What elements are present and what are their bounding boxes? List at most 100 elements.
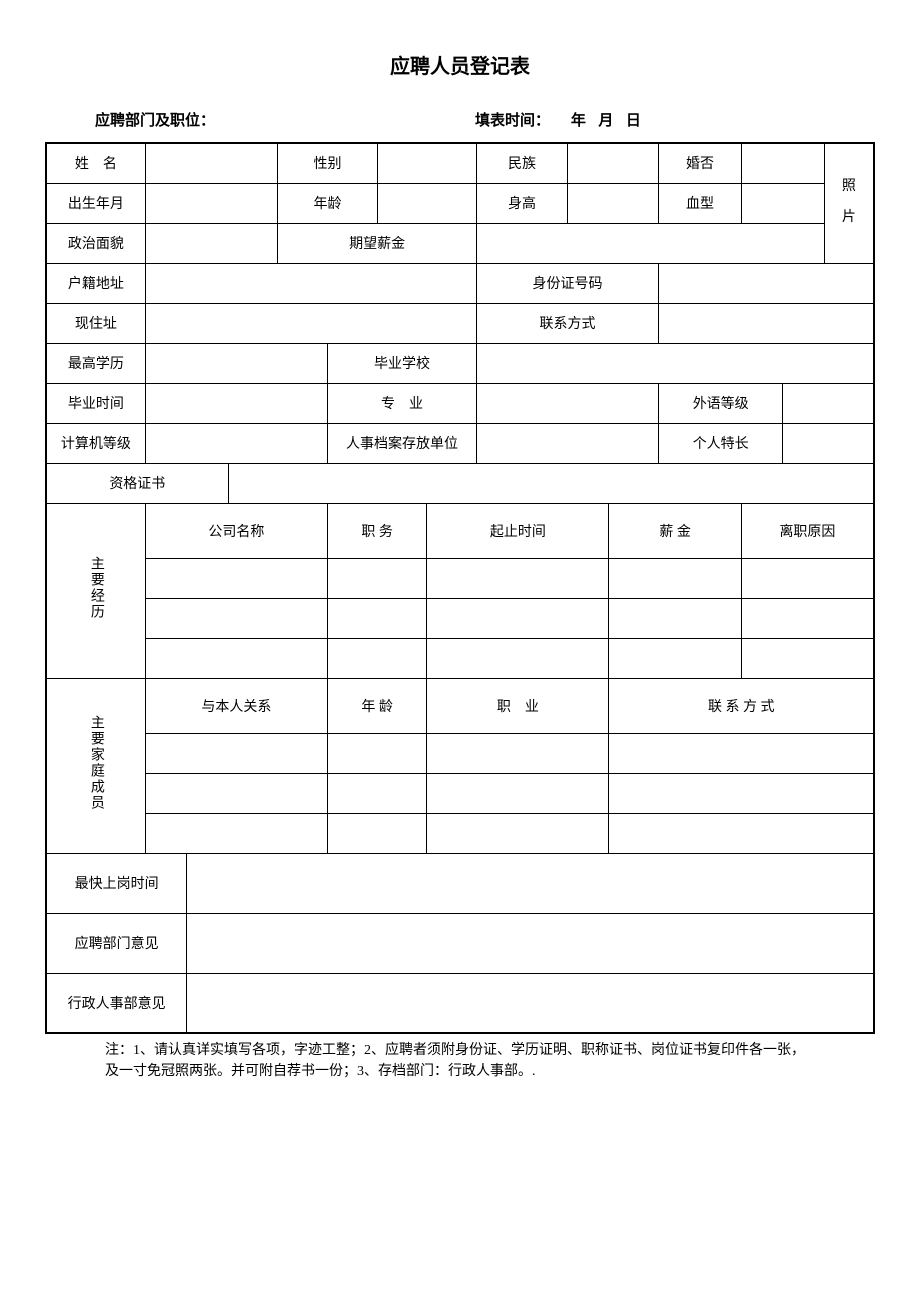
label-grad-school: 毕业学校 (327, 343, 476, 383)
label-exp-period: 起止时间 (427, 503, 609, 558)
exp-row2-period[interactable] (427, 598, 609, 638)
field-gender[interactable] (377, 143, 476, 183)
fam-row2-relation[interactable] (145, 773, 327, 813)
label-grad-time: 毕业时间 (46, 383, 145, 423)
field-contact[interactable] (659, 303, 874, 343)
field-id-number[interactable] (659, 263, 874, 303)
exp-row3-salary[interactable] (609, 638, 741, 678)
label-current-addr: 现住址 (46, 303, 145, 343)
field-birthdate[interactable] (145, 183, 277, 223)
label-ethnicity: 民族 (476, 143, 567, 183)
field-computer-level[interactable] (145, 423, 327, 463)
fam-row1-age[interactable] (327, 733, 426, 773)
field-blood[interactable] (741, 183, 824, 223)
fam-row1-contact[interactable] (609, 733, 874, 773)
field-age[interactable] (377, 183, 476, 223)
exp-row3-position[interactable] (327, 638, 426, 678)
exp-row1-period[interactable] (427, 558, 609, 598)
exp-row2-salary[interactable] (609, 598, 741, 638)
label-expected-salary: 期望薪金 (278, 223, 477, 263)
label-age: 年龄 (278, 183, 377, 223)
label-experience: 主要经历 (46, 503, 145, 678)
label-personal-skill: 个人特长 (659, 423, 783, 463)
label-gender: 性别 (278, 143, 377, 183)
exp-row1-company[interactable] (145, 558, 327, 598)
label-certificates: 资格证书 (46, 463, 228, 503)
label-fam-age: 年 龄 (327, 678, 426, 733)
field-archive-unit[interactable] (476, 423, 658, 463)
label-dept-opinion: 应聘部门意见 (46, 913, 187, 973)
fam-row2-contact[interactable] (609, 773, 874, 813)
exp-row1-reason[interactable] (741, 558, 874, 598)
footer-note: 注：1、请认真详实填写各项，字迹工整；2、应聘者须附身份证、学历证明、职称证书、… (45, 1040, 875, 1082)
field-grad-school[interactable] (476, 343, 874, 383)
exp-row2-position[interactable] (327, 598, 426, 638)
label-height: 身高 (476, 183, 567, 223)
label-id-number: 身份证号码 (476, 263, 658, 303)
field-ethnicity[interactable] (568, 143, 659, 183)
label-fam-contact: 联 系 方 式 (609, 678, 874, 733)
label-fam-relation: 与本人关系 (145, 678, 327, 733)
exp-row2-reason[interactable] (741, 598, 874, 638)
label-fam-job: 职 业 (427, 678, 609, 733)
exp-row1-salary[interactable] (609, 558, 741, 598)
label-exp-salary: 薪 金 (609, 503, 741, 558)
fam-row1-job[interactable] (427, 733, 609, 773)
date-month: 月 (598, 112, 613, 129)
fam-row3-contact[interactable] (609, 813, 874, 853)
label-huji: 户籍地址 (46, 263, 145, 303)
header-row: 应聘部门及职位： 填表时间： 年 月 日 (45, 109, 875, 130)
label-lang-level: 外语等级 (659, 383, 783, 423)
fam-row2-job[interactable] (427, 773, 609, 813)
field-name[interactable] (145, 143, 277, 183)
label-birthdate: 出生年月 (46, 183, 145, 223)
photo-text-2: 片 (842, 210, 856, 225)
family-text: 主要家庭成员 (86, 715, 106, 811)
exp-row3-company[interactable] (145, 638, 327, 678)
label-political: 政治面貌 (46, 223, 145, 263)
fam-row3-job[interactable] (427, 813, 609, 853)
fam-row2-age[interactable] (327, 773, 426, 813)
label-hr-opinion: 行政人事部意见 (46, 973, 187, 1033)
date-day: 日 (626, 112, 641, 129)
field-major[interactable] (476, 383, 658, 423)
fam-row3-relation[interactable] (145, 813, 327, 853)
fill-date-prefix: 填表时间： (475, 112, 550, 129)
field-marital[interactable] (741, 143, 824, 183)
page-title: 应聘人员登记表 (45, 50, 875, 79)
exp-row3-reason[interactable] (741, 638, 874, 678)
label-contact: 联系方式 (476, 303, 658, 343)
field-huji[interactable] (145, 263, 476, 303)
exp-row3-period[interactable] (427, 638, 609, 678)
label-archive-unit: 人事档案存放单位 (327, 423, 476, 463)
field-height[interactable] (568, 183, 659, 223)
label-highest-edu: 最高学历 (46, 343, 145, 383)
label-computer-level: 计算机等级 (46, 423, 145, 463)
exp-row1-position[interactable] (327, 558, 426, 598)
fam-row3-age[interactable] (327, 813, 426, 853)
dept-position-label: 应聘部门及职位： (95, 109, 445, 130)
field-earliest-start[interactable] (187, 853, 874, 913)
experience-text: 主要经历 (86, 556, 106, 620)
exp-row2-company[interactable] (145, 598, 327, 638)
label-name: 姓 名 (46, 143, 145, 183)
registration-form-table: 姓 名 性别 民族 婚否 照 片 出生年月 年龄 身高 血型 政治面貌 期望薪金 (45, 142, 875, 1034)
field-current-addr[interactable] (145, 303, 476, 343)
field-dept-opinion[interactable] (187, 913, 874, 973)
photo-cell: 照 片 (824, 143, 874, 263)
field-personal-skill[interactable] (783, 423, 874, 463)
field-political[interactable] (145, 223, 277, 263)
label-family: 主要家庭成员 (46, 678, 145, 853)
label-major: 专 业 (327, 383, 476, 423)
field-grad-time[interactable] (145, 383, 327, 423)
label-exp-company: 公司名称 (145, 503, 327, 558)
field-hr-opinion[interactable] (187, 973, 874, 1033)
label-exp-position: 职 务 (327, 503, 426, 558)
fam-row1-relation[interactable] (145, 733, 327, 773)
field-expected-salary[interactable] (476, 223, 824, 263)
field-certificates[interactable] (228, 463, 874, 503)
field-lang-level[interactable] (783, 383, 874, 423)
photo-text-1: 照 (842, 179, 856, 194)
date-year: 年 (571, 112, 586, 129)
field-highest-edu[interactable] (145, 343, 327, 383)
